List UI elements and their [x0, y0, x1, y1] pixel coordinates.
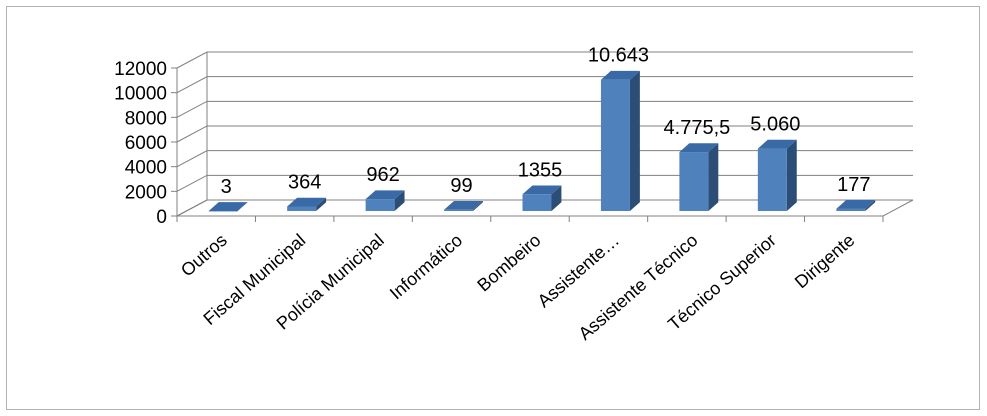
data-label: 3 [221, 176, 232, 198]
chart-frame [6, 6, 980, 410]
bar-top [600, 70, 640, 80]
gridline [176, 100, 913, 118]
category-label: Outros [177, 230, 231, 281]
bar-front [679, 152, 709, 211]
bar-front [287, 206, 317, 211]
bar [444, 200, 483, 211]
bar-top [365, 190, 405, 200]
category-label: Bombeiro [473, 230, 544, 296]
bar-top [679, 143, 719, 153]
data-label: 5.060 [750, 114, 800, 136]
bar [365, 190, 405, 211]
bar-top [522, 185, 562, 195]
data-label: 99 [450, 175, 472, 197]
bar [836, 200, 876, 211]
bar-top [208, 202, 248, 211]
y-tick-label: 10000 [114, 84, 167, 105]
data-label: 10.643 [588, 45, 649, 67]
gridline [176, 51, 913, 69]
bar [757, 139, 797, 211]
bar [679, 143, 719, 211]
bar-side [473, 200, 483, 211]
gridline [176, 76, 913, 94]
bar-front [444, 209, 474, 211]
bar-front [757, 148, 787, 211]
data-labels: 3 364 962 99 1355 10.643 4.775,5 5.060 177 [221, 45, 871, 198]
bar [287, 197, 327, 211]
gridline [176, 125, 913, 143]
bar [522, 185, 562, 211]
bar-front [208, 210, 238, 212]
bar [600, 70, 640, 212]
y-tick-label: 4000 [125, 158, 167, 179]
category-label: Informático [386, 230, 466, 304]
bar-side [394, 190, 405, 211]
data-label: 177 [837, 174, 870, 196]
bar-top [836, 200, 876, 209]
category-label: Dirigente [791, 230, 858, 292]
y-tick-label: 12000 [114, 59, 167, 80]
bar-front [522, 194, 552, 211]
bar-front [600, 79, 630, 212]
bar-side [708, 143, 719, 211]
y-tick-label: 2000 [125, 182, 167, 203]
bar-top [757, 139, 797, 149]
y-axis-ticks: 0 2000 4000 6000 8000 10000 12000 [114, 59, 167, 228]
axes [171, 52, 914, 222]
bar-side [316, 197, 327, 211]
data-label: 4.775,5 [664, 117, 731, 139]
bar-side [629, 70, 640, 211]
bar-front [365, 199, 395, 211]
bar-side [551, 185, 562, 211]
bar-side [865, 200, 876, 211]
data-label: 1355 [518, 159, 563, 181]
data-label: 962 [366, 164, 399, 186]
bar-top [287, 197, 327, 207]
bar-side [237, 202, 248, 211]
bar-side [786, 139, 797, 211]
bars [208, 70, 876, 212]
bar [208, 202, 248, 212]
bar-top [444, 200, 483, 210]
data-label: 364 [288, 172, 321, 194]
y-tick-label: 0 [156, 207, 167, 228]
bar-front [836, 208, 866, 211]
y-tick-label: 6000 [125, 133, 167, 154]
y-tick-label: 8000 [125, 108, 167, 129]
